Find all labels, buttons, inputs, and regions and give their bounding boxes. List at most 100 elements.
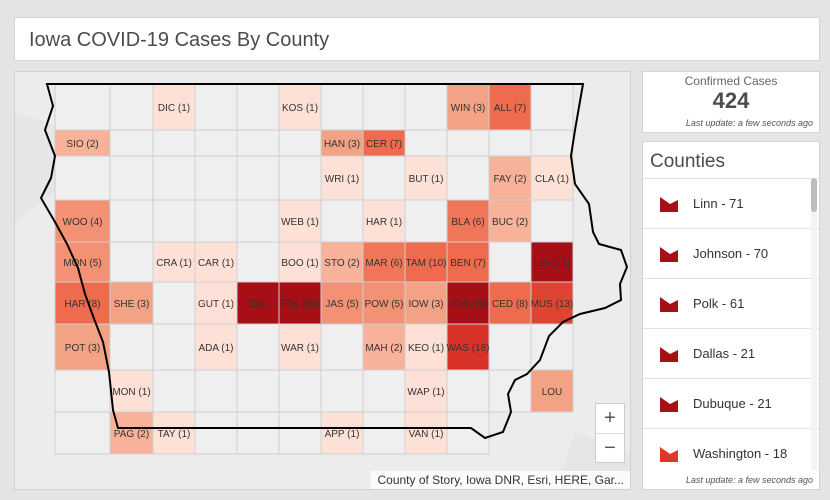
- county-polygon[interactable]: [109, 411, 154, 455]
- county-polygon[interactable]: [404, 411, 448, 455]
- county-polygon[interactable]: [54, 369, 111, 413]
- county-polygon[interactable]: [320, 155, 364, 201]
- county-polygon[interactable]: [320, 241, 364, 283]
- county-list-item[interactable]: Dubuque - 21: [643, 378, 819, 428]
- county-polygon[interactable]: [54, 155, 111, 201]
- county-polygon[interactable]: [152, 241, 196, 283]
- county-polygon[interactable]: [194, 411, 238, 455]
- county-polygon[interactable]: [362, 369, 406, 413]
- scrollbar-thumb[interactable]: [811, 178, 817, 212]
- county-polygon[interactable]: [446, 369, 490, 413]
- county-polygon[interactable]: [278, 199, 322, 243]
- county-polygon[interactable]: [152, 83, 196, 131]
- county-polygon[interactable]: [362, 411, 406, 455]
- county-polygon[interactable]: [54, 199, 111, 243]
- county-polygon[interactable]: [488, 241, 532, 283]
- county-polygon[interactable]: [530, 129, 574, 157]
- county-polygon[interactable]: [236, 129, 280, 157]
- county-polygon[interactable]: [488, 323, 532, 371]
- county-polygon[interactable]: [488, 129, 532, 157]
- county-polygon[interactable]: [236, 241, 280, 283]
- county-polygon[interactable]: [446, 241, 490, 283]
- county-polygon[interactable]: [488, 199, 532, 243]
- county-polygon[interactable]: [320, 281, 364, 325]
- county-list-item[interactable]: Dallas - 21: [643, 328, 819, 378]
- county-polygon[interactable]: [152, 281, 196, 325]
- county-polygon[interactable]: [404, 155, 448, 201]
- zoom-in-button[interactable]: +: [604, 407, 616, 429]
- county-polygon[interactable]: [404, 199, 448, 243]
- county-polygon[interactable]: [530, 241, 574, 283]
- county-polygon[interactable]: [54, 411, 111, 455]
- county-polygon[interactable]: [530, 199, 574, 243]
- county-polygon[interactable]: [446, 155, 490, 201]
- county-polygon[interactable]: [446, 129, 490, 157]
- county-polygon[interactable]: [404, 241, 448, 283]
- county-list-item[interactable]: Polk - 61: [643, 278, 819, 328]
- county-polygon[interactable]: [194, 83, 238, 131]
- county-polygon[interactable]: [152, 129, 196, 157]
- iowa-county-map[interactable]: DIC (1) KOS (1) WIN (3) ALL (7) SIO (2) HAN (…: [15, 72, 631, 490]
- county-polygon[interactable]: [278, 323, 322, 371]
- county-polygon[interactable]: [54, 83, 111, 131]
- county-polygon[interactable]: [109, 129, 154, 157]
- county-polygon[interactable]: [278, 281, 322, 325]
- county-polygon[interactable]: [362, 241, 406, 283]
- county-polygon[interactable]: [320, 411, 364, 455]
- county-polygon[interactable]: [488, 155, 532, 201]
- county-layer[interactable]: [54, 83, 574, 455]
- county-polygon[interactable]: [236, 83, 280, 131]
- county-polygon[interactable]: [194, 199, 238, 243]
- county-polygon[interactable]: [530, 83, 574, 131]
- county-polygon[interactable]: [236, 155, 280, 201]
- county-polygon[interactable]: [236, 281, 280, 325]
- county-polygon[interactable]: [236, 369, 280, 413]
- county-polygon[interactable]: [54, 241, 111, 283]
- county-polygon[interactable]: [152, 411, 196, 455]
- county-polygon[interactable]: [278, 411, 322, 455]
- county-polygon[interactable]: [194, 155, 238, 201]
- county-polygon[interactable]: [152, 199, 196, 243]
- county-polygon[interactable]: [152, 323, 196, 371]
- county-polygon[interactable]: [109, 155, 154, 201]
- map-panel[interactable]: DIC (1) KOS (1) WIN (3) ALL (7) SIO (2) HAN (…: [14, 71, 631, 490]
- county-polygon[interactable]: [194, 129, 238, 157]
- county-polygon[interactable]: [404, 129, 448, 157]
- county-polygon[interactable]: [109, 83, 154, 131]
- county-list-item[interactable]: Washington - 18: [643, 428, 819, 470]
- county-polygon[interactable]: [362, 155, 406, 201]
- scrollbar-track[interactable]: [811, 178, 817, 470]
- county-polygon[interactable]: [530, 281, 574, 325]
- counties-list[interactable]: Linn - 71 Johnson - 70 Polk - 61 Dallas - 2…: [643, 178, 819, 470]
- county-polygon[interactable]: [152, 369, 196, 413]
- county-polygon[interactable]: [320, 369, 364, 413]
- county-polygon[interactable]: [194, 323, 238, 371]
- county-polygon[interactable]: [236, 323, 280, 371]
- county-list-item[interactable]: Linn - 71: [643, 178, 819, 228]
- county-polygon[interactable]: [320, 199, 364, 243]
- county-polygon[interactable]: [320, 323, 364, 371]
- county-polygon[interactable]: [362, 83, 406, 131]
- county-polygon[interactable]: [109, 369, 154, 413]
- county-polygon[interactable]: [278, 369, 322, 413]
- county-list-item[interactable]: Johnson - 70: [643, 228, 819, 278]
- county-polygon[interactable]: [194, 369, 238, 413]
- county-polygon[interactable]: [446, 411, 490, 455]
- county-polygon[interactable]: [109, 323, 154, 371]
- county-polygon[interactable]: [109, 241, 154, 283]
- zoom-control[interactable]: + −: [595, 403, 625, 463]
- county-polygon[interactable]: [446, 199, 490, 243]
- county-polygon[interactable]: [404, 323, 448, 371]
- county-polygon[interactable]: [152, 155, 196, 201]
- county-polygon[interactable]: [194, 241, 238, 283]
- county-polygon[interactable]: [109, 199, 154, 243]
- county-polygon[interactable]: [404, 83, 448, 131]
- zoom-out-button[interactable]: −: [596, 433, 624, 462]
- county-polygon[interactable]: [446, 83, 490, 131]
- county-polygon[interactable]: [530, 369, 574, 413]
- county-polygon[interactable]: [236, 411, 280, 455]
- county-polygon[interactable]: [278, 129, 322, 157]
- county-polygon[interactable]: [278, 155, 322, 201]
- county-polygon[interactable]: [320, 83, 364, 131]
- county-polygon[interactable]: [236, 199, 280, 243]
